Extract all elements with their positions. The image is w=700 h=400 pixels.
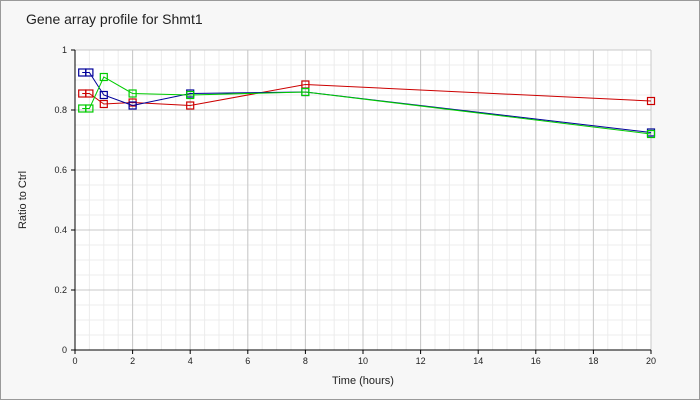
x-tick-label: 6	[245, 356, 250, 366]
data-point	[99, 72, 108, 82]
x-tick-label: 16	[531, 356, 541, 366]
data-point	[85, 104, 94, 113]
x-tick-label: 0	[72, 356, 77, 366]
minor-grid	[74, 49, 652, 351]
axes	[71, 49, 652, 354]
x-tick-label: 4	[188, 356, 193, 366]
x-tick-label: 2	[130, 356, 135, 366]
data-point	[99, 99, 108, 109]
y-tick-label: 0.4	[54, 225, 67, 235]
y-tick-label: 0.8	[54, 105, 67, 115]
x-tick-label: 18	[588, 356, 598, 366]
x-tick-label: 8	[303, 356, 308, 366]
data-point	[186, 101, 195, 110]
y-axis-label: Ratio to Ctrl	[17, 171, 29, 229]
y-tick-label: 1	[62, 45, 67, 55]
x-tick-label: 12	[416, 356, 426, 366]
data-point	[646, 96, 656, 106]
data-point	[646, 129, 656, 139]
data-point	[85, 68, 94, 77]
y-tick-label: 0	[62, 345, 67, 355]
chart-title: Gene array profile for Shmt1	[26, 11, 203, 27]
series-group	[78, 68, 656, 139]
x-axis-label: Time (hours)	[332, 375, 394, 387]
x-tick-label: 14	[473, 356, 483, 366]
series-3	[78, 72, 656, 139]
data-point	[85, 89, 94, 98]
series-line	[82, 76, 652, 135]
tick-labels: 0 2 4 6 8 10 12 14 16 18 20 0 0.2 0.4 0.6 0.8 1	[54, 45, 656, 366]
y-tick-label: 0.2	[54, 285, 67, 295]
x-tick-label: 20	[646, 356, 656, 366]
data-point	[301, 87, 310, 97]
data-point	[99, 90, 108, 100]
x-tick-label: 10	[358, 356, 368, 366]
data-point	[128, 101, 137, 110]
data-point	[186, 90, 195, 100]
data-point	[128, 89, 137, 98]
y-tick-label: 0.6	[54, 165, 67, 175]
